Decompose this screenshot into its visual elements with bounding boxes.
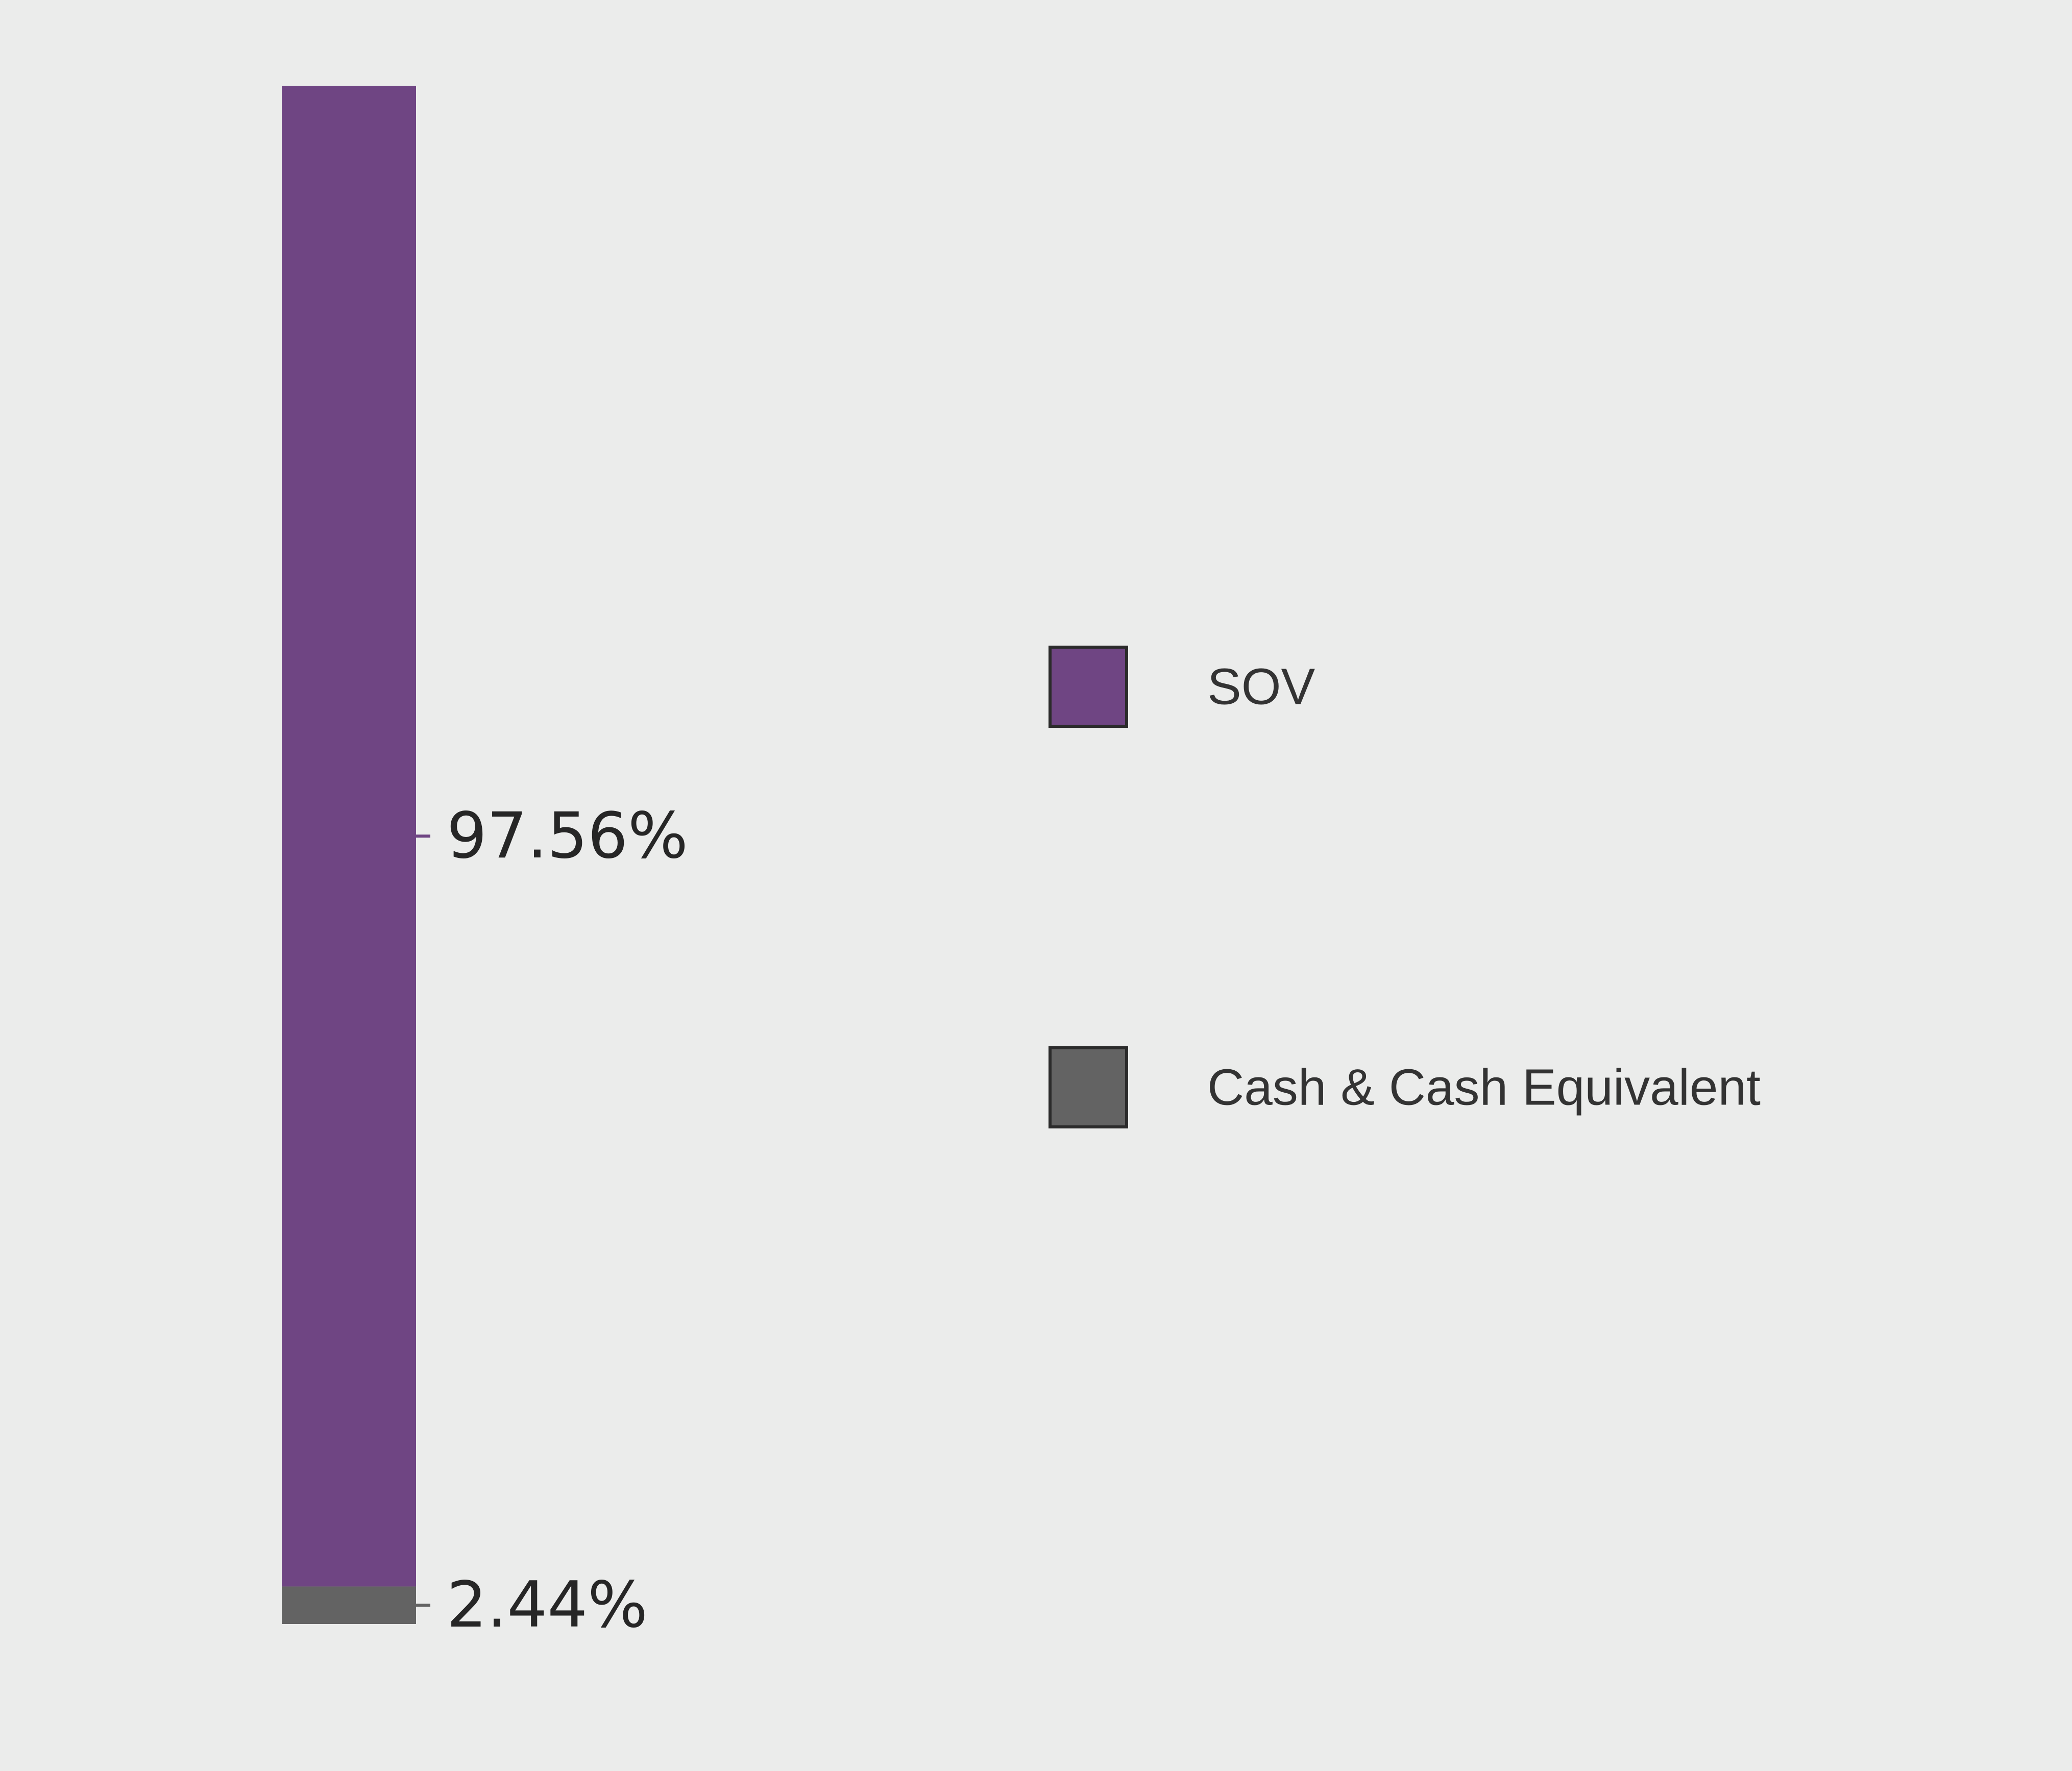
bar-segment-cash-cash-equivalent: [282, 1586, 416, 1624]
data-label-sov: 97.56%: [447, 799, 688, 873]
data-labels-layer: 2.44% 97.56%: [416, 799, 688, 1642]
legend-label-sov: SOV: [1207, 658, 1315, 716]
legend-swatch-cash-cash-equivalent: [1049, 1046, 1128, 1128]
bars-layer: [282, 86, 416, 1624]
legend-swatch-sov: [1049, 646, 1128, 728]
bar-segment-sov: [282, 86, 416, 1587]
data-label-cash-cash-equivalent: 2.44%: [447, 1568, 648, 1642]
legend-label-cash-cash-equivalent: Cash & Cash Equivalent: [1207, 1059, 1761, 1116]
legend: SOV Cash & Cash Equivalent: [1049, 646, 1761, 1128]
